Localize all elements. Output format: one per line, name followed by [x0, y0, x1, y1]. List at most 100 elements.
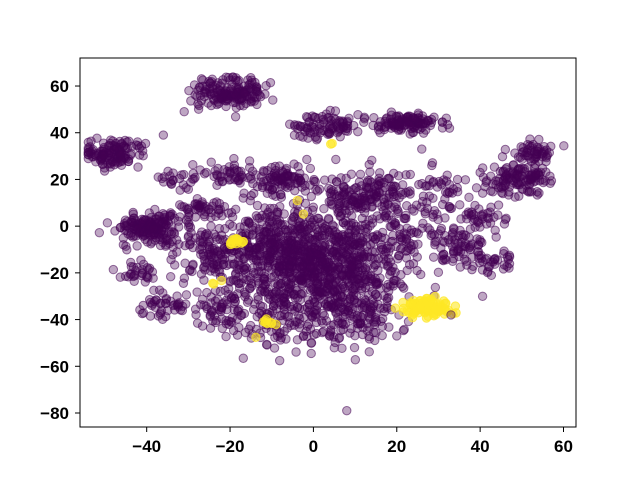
data-point-class-0	[192, 287, 202, 297]
y-tick-label: 60	[50, 77, 69, 96]
data-point-class-0	[240, 291, 250, 302]
data-point-class-0	[279, 209, 289, 219]
data-point-class-0	[165, 177, 176, 187]
data-point-class-0	[369, 113, 379, 123]
data-point-class-0	[331, 177, 342, 187]
data-point-class-0	[383, 173, 393, 184]
data-point-class-0	[364, 331, 374, 342]
data-point-class-0	[289, 159, 299, 169]
data-point-class-0	[205, 266, 216, 276]
data-point-class-0	[559, 141, 569, 151]
data-point-class-0	[136, 255, 146, 265]
data-point-class-0	[428, 193, 438, 203]
data-point-class-0	[397, 281, 408, 292]
data-point-class-0	[144, 263, 155, 273]
data-point-class-0	[158, 130, 169, 140]
data-point-class-0	[263, 245, 273, 256]
data-point-class-0	[346, 169, 357, 179]
data-point-class-0	[524, 187, 534, 197]
data-point-class-0	[389, 278, 399, 289]
data-point-class-0	[349, 342, 360, 353]
data-point-class-0	[313, 230, 324, 240]
data-point-class-0	[205, 323, 216, 333]
data-point-class-0	[395, 232, 406, 242]
data-point-class-0	[371, 259, 381, 270]
data-point-class-0	[232, 76, 243, 87]
data-point-class-0	[316, 316, 327, 326]
data-point-class-0	[384, 322, 394, 332]
data-point-class-0	[406, 241, 416, 251]
data-point-class-0	[292, 317, 302, 327]
data-point-class-0	[504, 182, 515, 192]
data-point-class-0	[197, 294, 208, 304]
data-point-class-0	[475, 167, 485, 178]
y-tick-label: 0	[60, 217, 69, 236]
data-point-class-0	[223, 284, 234, 294]
data-point-class-0	[197, 321, 208, 331]
data-point-class-0	[315, 128, 326, 138]
data-point-class-0	[308, 202, 319, 212]
data-point-class-0	[133, 140, 143, 151]
data-point-class-0	[211, 315, 222, 326]
data-point-class-0	[325, 266, 336, 277]
data-point-class-0	[188, 160, 198, 170]
data-point-class-0	[424, 116, 434, 126]
data-point-class-0	[126, 257, 136, 268]
data-point-class-0	[304, 299, 315, 309]
data-point-class-0	[460, 175, 471, 185]
data-point-class-0	[365, 167, 375, 177]
data-point-class-0	[283, 225, 294, 236]
data-point-class-0	[475, 258, 485, 268]
data-point-class-0	[199, 275, 209, 285]
y-tick-label: −80	[40, 404, 69, 423]
data-point-class-0	[322, 275, 333, 285]
data-point-class-0	[127, 232, 138, 242]
data-point-class-0	[144, 208, 155, 218]
data-point-class-0	[299, 222, 309, 233]
data-point-class-0	[499, 175, 509, 185]
data-point-class-1	[415, 302, 425, 312]
data-point-class-0	[377, 330, 387, 341]
data-point-class-0	[266, 273, 276, 283]
data-point-class-0	[363, 183, 374, 194]
data-point-class-0	[334, 232, 344, 243]
data-point-class-0	[256, 91, 266, 102]
data-point-class-0	[368, 120, 378, 131]
data-point-class-0	[83, 137, 94, 147]
data-point-class-0	[386, 181, 396, 192]
data-point-class-0	[337, 271, 347, 281]
data-point-class-1	[292, 195, 303, 206]
data-point-class-0	[284, 246, 294, 257]
data-point-class-1	[398, 303, 409, 314]
data-point-class-0	[440, 194, 450, 204]
data-point-class-0	[315, 217, 325, 227]
data-point-class-0	[414, 179, 424, 190]
data-point-class-0	[193, 204, 203, 214]
data-point-class-0	[467, 209, 477, 220]
data-point-class-0	[140, 234, 150, 245]
data-point-class-0	[205, 247, 215, 257]
data-point-class-0	[291, 347, 301, 357]
data-point-class-0	[133, 162, 143, 172]
data-point-class-0	[342, 199, 353, 209]
data-point-class-0	[530, 159, 540, 170]
data-point-class-0	[192, 193, 203, 204]
data-point-class-0	[206, 221, 216, 231]
data-point-class-0	[238, 101, 249, 111]
data-point-class-0	[396, 125, 406, 135]
data-point-class-0	[347, 314, 358, 325]
data-point-class-0	[244, 276, 254, 286]
data-point-class-0	[193, 99, 203, 109]
data-point-class-0	[499, 219, 510, 229]
data-point-class-0	[190, 233, 201, 243]
data-point-class-0	[412, 265, 422, 276]
data-point-class-0	[531, 169, 541, 179]
data-point-class-0	[216, 250, 226, 260]
data-point-class-0	[94, 227, 105, 238]
data-point-class-0	[184, 240, 195, 250]
data-point-class-0	[402, 201, 412, 211]
data-point-class-0	[433, 267, 444, 278]
data-point-class-0	[359, 112, 370, 123]
x-tick-label: 20	[387, 437, 406, 456]
data-point-class-0	[261, 81, 271, 91]
